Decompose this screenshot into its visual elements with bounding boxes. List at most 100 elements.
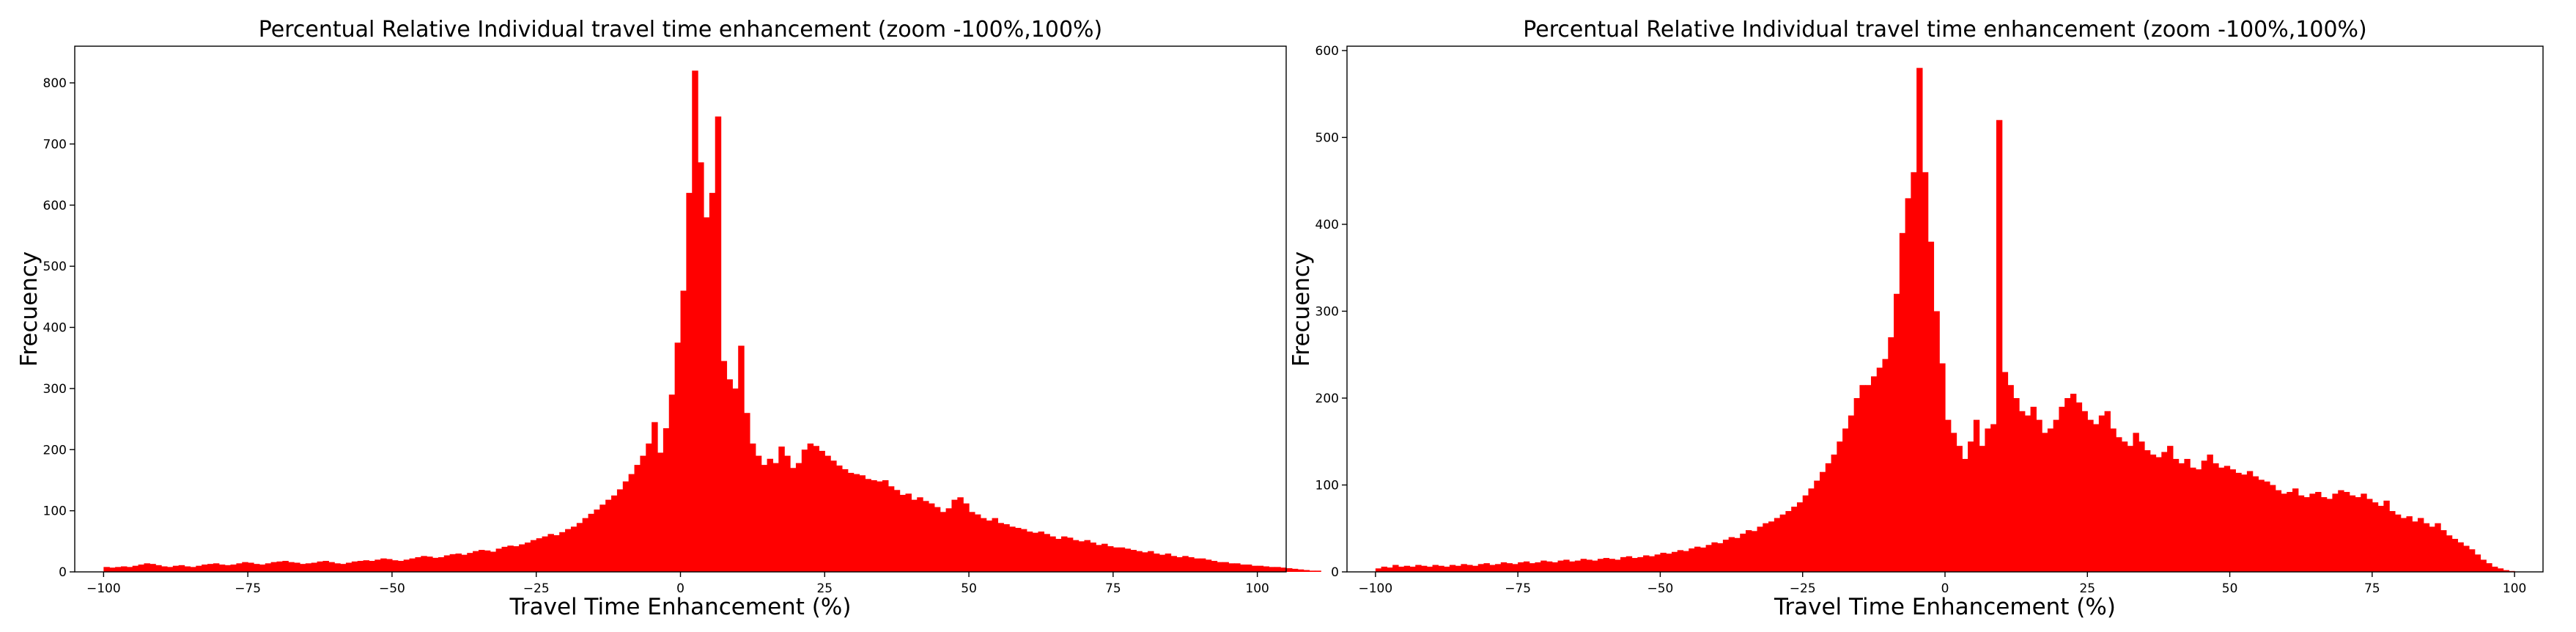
histogram-bar	[1774, 518, 1781, 572]
histogram-bar	[940, 512, 947, 572]
histogram-bar	[1894, 293, 1900, 572]
histogram-bar	[2281, 493, 2287, 572]
histogram-bar	[2497, 568, 2504, 572]
histogram-bar	[2024, 415, 2031, 572]
histogram-bar	[2423, 523, 2430, 572]
histogram-bar	[190, 567, 196, 572]
y-tick-label: 0	[59, 565, 67, 580]
histogram-bar	[2344, 491, 2350, 572]
histogram-bar	[328, 562, 335, 572]
histogram-bar	[813, 446, 820, 572]
histogram-bar	[2468, 549, 2476, 572]
histogram-bar	[1648, 556, 1656, 572]
histogram-bar	[1717, 543, 1724, 572]
histogram-bar	[1090, 542, 1096, 572]
histogram-bar	[317, 561, 324, 572]
histogram-bar	[622, 481, 630, 572]
histogram-bar	[847, 472, 855, 572]
histogram-bar	[2287, 491, 2293, 572]
y-axis-label: Frecuency	[1288, 251, 1315, 367]
histogram-bar	[703, 217, 710, 572]
histogram-bar	[1118, 547, 1126, 572]
histogram-bar	[945, 508, 953, 572]
histogram-bar	[1962, 458, 1968, 572]
histogram-bar	[1540, 560, 1547, 572]
histogram-bar	[755, 455, 762, 572]
histogram-bar	[2429, 526, 2435, 572]
histogram-bar	[1979, 446, 1985, 572]
histogram-bar	[1746, 530, 1752, 572]
histogram-bar	[1551, 562, 1559, 572]
histogram-bar	[1286, 567, 1293, 572]
histogram-bar	[2093, 424, 2100, 572]
x-tick-label: 0	[676, 581, 684, 596]
histogram-bar	[795, 463, 802, 572]
histogram-bar	[351, 561, 358, 572]
histogram-bar	[397, 560, 405, 572]
histogram-bar	[415, 556, 421, 572]
histogram-bar	[2480, 559, 2487, 572]
x-tick-label: −100	[1359, 581, 1393, 596]
histogram-bar	[2252, 476, 2259, 572]
histogram-bar	[2110, 428, 2116, 572]
histogram-bar	[841, 469, 849, 572]
histogram-bar	[1796, 502, 1804, 572]
x-tick-label: 100	[2503, 581, 2526, 596]
histogram-bar	[1455, 565, 1462, 572]
histogram-bar	[357, 560, 364, 572]
histogram-bar	[1403, 565, 1411, 572]
histogram-bar	[288, 562, 295, 572]
histogram-bar	[807, 443, 814, 572]
histogram-bar	[893, 490, 901, 572]
histogram-bar	[196, 565, 202, 572]
y-tick-label: 400	[1315, 218, 1339, 232]
histogram-bar	[547, 534, 554, 572]
histogram-bar	[882, 479, 889, 572]
histogram-bar	[1049, 536, 1056, 572]
histogram-bar	[2121, 441, 2128, 572]
histogram-bar	[1512, 564, 1518, 572]
histogram-bar	[305, 563, 312, 572]
histogram-bar	[1945, 419, 1952, 572]
histogram-bar	[2218, 467, 2225, 572]
histogram-bar	[1956, 446, 1963, 572]
histogram-bar	[2127, 446, 2134, 572]
histogram-bar	[957, 497, 964, 572]
histogram-bar	[1842, 428, 1849, 572]
histogram-bar	[1153, 553, 1160, 572]
histogram-bar	[369, 560, 375, 572]
histogram-bar	[1263, 566, 1269, 572]
histogram-bar	[1500, 562, 1507, 572]
histogram-bar	[461, 554, 468, 572]
histogram-bar	[611, 495, 618, 572]
histogram-bar	[1387, 567, 1393, 572]
histogram-bar	[887, 486, 895, 572]
histogram-bar	[282, 560, 289, 572]
histogram-bar	[259, 564, 266, 572]
histogram-bar	[311, 562, 318, 572]
histogram-bar	[1432, 565, 1439, 572]
histogram-bar	[479, 549, 485, 572]
x-tick-label: 0	[1941, 581, 1949, 596]
histogram-bar	[594, 509, 600, 572]
histogram-bar	[1026, 531, 1033, 572]
histogram-bar	[2229, 469, 2236, 572]
histogram-bar	[1711, 542, 1718, 572]
histogram-bar	[2184, 458, 2191, 572]
y-tick-label: 100	[43, 504, 67, 519]
histogram-bar	[207, 564, 214, 572]
histogram-bar	[1477, 564, 1485, 572]
histogram-bar	[2201, 460, 2208, 572]
histogram-bars	[1375, 67, 2515, 573]
histogram-bar	[969, 512, 975, 572]
histogram-bar	[997, 523, 1004, 572]
histogram-bar	[126, 567, 133, 572]
histogram-bar	[1309, 570, 1315, 572]
x-tick-label: −25	[1790, 581, 1816, 596]
histogram-bar	[132, 565, 139, 572]
histogram-bar	[1489, 565, 1496, 572]
histogram-bar	[236, 563, 243, 572]
histogram-bar	[1426, 566, 1433, 572]
histogram-bar	[2195, 469, 2202, 572]
histogram-bar	[2383, 500, 2390, 572]
